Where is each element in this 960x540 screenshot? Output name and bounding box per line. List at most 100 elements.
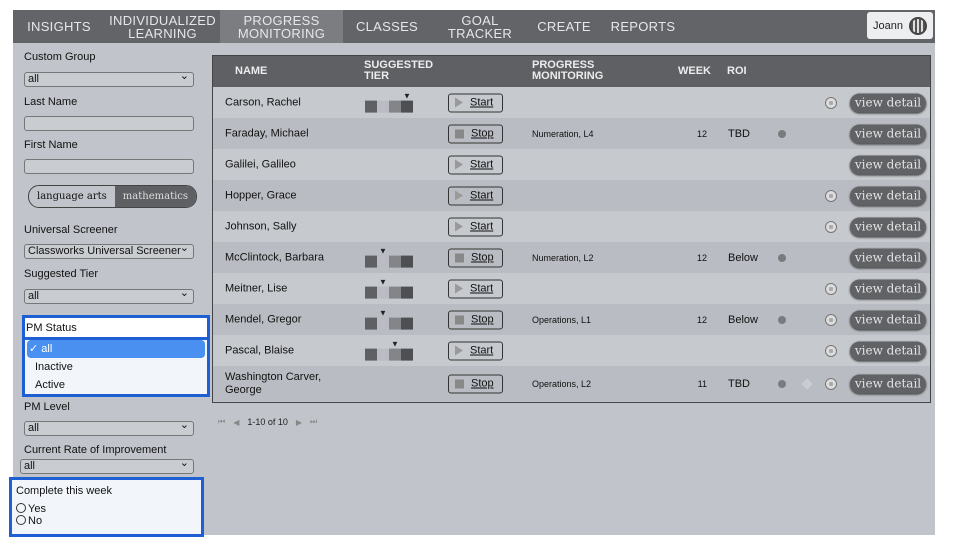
filter-sidebar: Custom Group all Last Name First Name la… [9, 43, 210, 537]
roi-value: Below [728, 251, 758, 264]
pm-status-option-all[interactable]: ✓ all [27, 340, 205, 358]
view-detail-button[interactable]: view detail [850, 310, 926, 329]
subject-toggle: language arts mathematics [28, 185, 198, 208]
tier-block [389, 100, 401, 113]
suggested-tier-select[interactable]: all [24, 287, 194, 304]
nav-create[interactable]: CREATE [537, 19, 591, 34]
week-value: 12 [696, 314, 707, 325]
globe-icon[interactable] [825, 377, 837, 390]
tier-block [389, 348, 401, 361]
radio-no[interactable]: No [16, 515, 197, 527]
tier-block [365, 286, 377, 299]
tier-marker-icon: ▼ [379, 246, 387, 256]
tier-block [401, 100, 413, 113]
start-button[interactable]: Start [448, 93, 503, 112]
check-icon: ✓ [29, 343, 39, 355]
prev-page-icon[interactable]: ◀ [233, 417, 240, 427]
nav-individualized-learning[interactable]: INDIVIDUALIZED LEARNING [109, 12, 216, 41]
view-detail-button[interactable]: view detail [850, 217, 926, 236]
start-button[interactable]: Start [448, 341, 503, 360]
header-name[interactable]: NAME [235, 65, 268, 77]
tier-block [401, 255, 413, 268]
tier-block [377, 255, 389, 268]
header-tier[interactable]: SUGGESTED TIER [364, 59, 434, 82]
header-roi[interactable]: ROI [727, 65, 747, 77]
start-button[interactable]: Start [448, 186, 503, 205]
stop-icon [455, 315, 464, 324]
table-row: Faraday, Michael Stop Numeration, L4 12 TBD v… [213, 118, 930, 149]
student-name: Mendel, Gregor [225, 313, 302, 325]
stop-button[interactable]: Stop [448, 310, 503, 329]
view-detail-button[interactable]: view detail [850, 186, 926, 205]
globe-icon[interactable] [825, 344, 837, 357]
radio-yes[interactable]: Yes [16, 503, 197, 515]
stop-button[interactable]: Stop [448, 248, 503, 267]
stop-button[interactable]: Stop [448, 124, 503, 143]
student-name: Faraday, Michael [225, 127, 309, 139]
student-name: Galilei, Galileo [225, 158, 296, 170]
nav-classes[interactable]: CLASSES [355, 19, 419, 34]
pm-level-select[interactable]: all [24, 419, 194, 436]
globe-icon[interactable] [825, 189, 837, 202]
radio-icon[interactable] [16, 515, 26, 525]
first-name-input[interactable] [24, 159, 194, 174]
user-menu[interactable]: Joann [867, 12, 933, 39]
tier-block [365, 100, 377, 113]
tier-block [389, 255, 401, 268]
first-name-label: First Name [24, 139, 78, 151]
view-detail-button[interactable]: view detail [850, 124, 926, 143]
stop-button[interactable]: Stop [448, 374, 503, 393]
globe-icon[interactable] [825, 282, 837, 295]
suggested-tier-label: Suggested Tier [24, 268, 98, 280]
play-icon [455, 159, 463, 170]
first-page-icon[interactable]: ⏮ [218, 417, 226, 426]
last-name-input[interactable] [24, 116, 194, 131]
start-button[interactable]: Start [448, 217, 503, 236]
globe-icon[interactable] [825, 96, 837, 109]
status-dot-icon [778, 379, 786, 388]
last-page-icon[interactable]: ⏭ [310, 417, 318, 426]
nav-progress-monitoring[interactable]: PROGRESS MONITORING [220, 10, 343, 43]
globe-icon[interactable] [825, 313, 837, 326]
start-button[interactable]: Start [448, 279, 503, 298]
view-detail-button[interactable]: view detail [850, 374, 926, 393]
globe-icon[interactable] [825, 220, 837, 233]
table-body: Carson, Rachel ▼ Start view detail Faraday, … [213, 87, 930, 401]
view-detail-button[interactable]: view detail [850, 155, 926, 174]
next-page-icon[interactable]: ▶ [295, 417, 303, 427]
view-detail-button[interactable]: view detail [850, 279, 926, 298]
complete-this-week-label: Complete this week [16, 485, 112, 497]
view-detail-button[interactable]: view detail [850, 93, 926, 112]
custom-group-select[interactable]: all [24, 70, 194, 87]
tier-block [365, 348, 377, 361]
universal-screener-select[interactable]: Classworks Universal Screener [24, 244, 194, 259]
student-name: Washington Carver, George [225, 370, 322, 396]
header-week[interactable]: WEEK [678, 65, 711, 77]
toggle-mathematics[interactable]: mathematics [114, 186, 197, 207]
start-button[interactable]: Start [448, 155, 503, 174]
nav-reports[interactable]: REPORTS [610, 19, 676, 34]
pm-status-option-inactive[interactable]: Inactive [35, 361, 73, 373]
header-pm[interactable]: PROGRESS MONITORING [532, 59, 604, 82]
tier-block [365, 317, 377, 330]
pager-text: 1-10 of 10 [247, 417, 288, 427]
nav-insights[interactable]: INSIGHTS [27, 19, 91, 34]
table-row: Pascal, Blaise ▼ Start view detail [213, 335, 930, 366]
tier-marker-icon: ▼ [379, 277, 387, 287]
tier-block [377, 348, 389, 361]
play-icon [455, 97, 463, 108]
nav-goal-tracker[interactable]: GOAL TRACKER [447, 12, 513, 41]
student-name: McClintock, Barbara [225, 251, 325, 263]
tier-block [377, 317, 389, 330]
pm-status-dropdown: PM Status ✓ all Inactive Active [22, 315, 210, 397]
radio-icon[interactable] [16, 503, 26, 513]
tier-marker-icon: ▼ [403, 91, 411, 101]
tier-marker-icon: ▼ [379, 308, 387, 318]
pm-level-label: PM Level [24, 401, 70, 413]
roi-select[interactable]: all [20, 457, 194, 474]
pm-status-option-active[interactable]: Active [35, 379, 65, 391]
view-detail-button[interactable]: view detail [850, 248, 926, 267]
toggle-language-arts[interactable]: language arts [37, 191, 107, 202]
pm-assignment: Operations, L1 [532, 314, 592, 325]
view-detail-button[interactable]: view detail [850, 341, 926, 360]
